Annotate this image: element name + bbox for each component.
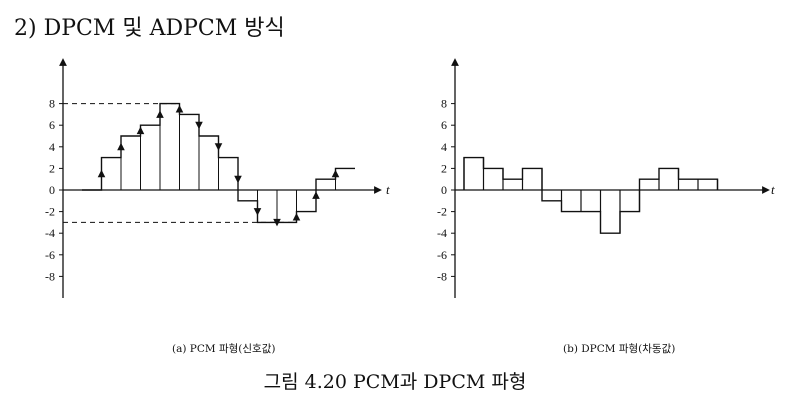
- chart-b-tick-label: 2: [441, 161, 447, 175]
- chart-a-tick-label: 6: [49, 118, 55, 132]
- chart-a: 8 6 4 2 0 -2 -4 -6 -8 t (a) PCM 파형(신호값): [45, 58, 390, 355]
- chart-a-arrow-down: [273, 218, 281, 227]
- chart-a-tick-label: -4: [45, 226, 55, 240]
- chart-b-axis-var: t: [771, 182, 775, 197]
- chart-a-tick-label: -8: [45, 269, 55, 283]
- chart-b-step-line: [463, 156, 719, 234]
- chart-b-tick-label: 6: [441, 118, 447, 132]
- chart-a-step-line: [82, 102, 355, 224]
- chart-b-tick-label: 4: [441, 140, 447, 154]
- chart-a-tick-label: -2: [45, 205, 55, 219]
- chart-b-tick-label: -6: [437, 248, 447, 262]
- chart-a-arrow-up: [136, 126, 145, 135]
- chart-a-arrow-up: [175, 105, 184, 113]
- chart-a-arrow-up: [312, 191, 320, 199]
- section-heading: 2) DPCM 및 ADPCM 방식: [14, 16, 285, 41]
- chart-a-tick-label: 0: [49, 183, 55, 197]
- chart-a-arrow-up: [331, 169, 340, 178]
- chart-a-arrow-up: [156, 110, 164, 118]
- chart-a-arrow-up: [97, 169, 106, 178]
- chart-a-tick-label: 8: [49, 97, 55, 111]
- chart-b-tick-label: 0: [441, 183, 447, 197]
- figure-caption: 그림 4.20 PCM과 DPCM 파형: [264, 371, 527, 393]
- chart-a-tick-label: 4: [49, 140, 55, 154]
- chart-b: 8 6 4 2 0 -2 -4 -6 -8 t (b) DPCM 파형(차동값): [437, 58, 775, 355]
- chart-a-arrow-down: [253, 208, 262, 216]
- chart-b-tick-label: 8: [441, 97, 447, 111]
- chart-a-arrow-down: [234, 175, 242, 184]
- chart-b-tick-label: -2: [437, 205, 447, 219]
- chart-a-arrow-down: [195, 121, 203, 130]
- chart-a-arrow-down: [214, 143, 223, 151]
- chart-b-subcaption: (b) DPCM 파형(차동값): [563, 343, 675, 355]
- chart-a-tick-label: -6: [45, 248, 55, 262]
- chart-a-subcaption: (a) PCM 파형(신호값): [172, 343, 275, 355]
- chart-b-tick-label: -8: [437, 269, 447, 283]
- chart-a-arrow-up: [117, 142, 125, 151]
- chart-a-arrow-up: [292, 213, 301, 221]
- chart-a-tick-label: 2: [49, 161, 55, 175]
- chart-b-tick-label: -4: [437, 226, 447, 240]
- chart-a-axis-var: t: [386, 182, 390, 197]
